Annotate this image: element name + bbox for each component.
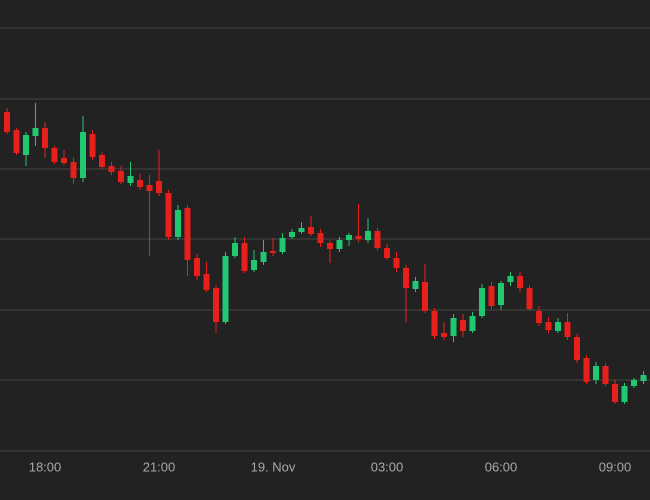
x-tick-label: 06:00 [485, 459, 518, 474]
candle-body [279, 238, 286, 252]
candle-body [393, 258, 400, 268]
candle-body [270, 251, 277, 253]
candle-body [127, 176, 134, 183]
candle-body [479, 288, 486, 316]
candle-body [203, 274, 210, 290]
candle-body [317, 233, 324, 243]
candle-body [498, 283, 505, 305]
candle-body [469, 316, 476, 331]
candle-body [640, 375, 647, 381]
candle-body [536, 311, 543, 323]
candle-body [241, 243, 248, 271]
candle-body [175, 210, 182, 237]
candle-body [564, 322, 571, 337]
x-tick-label: 18:00 [29, 459, 62, 474]
candle-body [70, 162, 77, 178]
candle-body [612, 384, 619, 402]
x-tick-label: 03:00 [371, 459, 404, 474]
candle-body [298, 228, 305, 232]
candle-body [403, 268, 410, 288]
candle-body [327, 243, 334, 249]
candle-body [165, 193, 172, 237]
candle-body [13, 130, 20, 153]
candle-body [137, 180, 144, 187]
candle-body [99, 155, 106, 167]
x-tick-label: 19. Nov [251, 459, 296, 474]
candle-body [488, 286, 495, 306]
candle-body [555, 322, 562, 331]
candle-body [51, 148, 58, 162]
candle-body [545, 322, 552, 330]
candle-body [450, 318, 457, 336]
candle-body [336, 240, 343, 249]
candle-body [365, 231, 372, 240]
candle-body [422, 282, 429, 311]
candle-body [308, 227, 315, 234]
candle-body [631, 380, 638, 386]
candle-body [355, 236, 362, 239]
candle-body [4, 112, 11, 132]
candle-body [156, 181, 163, 193]
candle-body [42, 128, 49, 148]
candle-body [412, 281, 419, 289]
candle-body [507, 276, 514, 282]
candle-body [184, 208, 191, 260]
candle-body [80, 132, 87, 178]
candle-body [194, 258, 201, 276]
candle-body [260, 252, 267, 262]
candle-body [602, 366, 609, 384]
candle-body [146, 185, 153, 191]
candle-body [108, 166, 115, 172]
candle-body [346, 235, 353, 240]
candle-body [118, 171, 125, 182]
candle-body [289, 232, 296, 237]
candle-body [32, 128, 39, 136]
candle-body [517, 276, 524, 288]
candle-body [441, 333, 448, 337]
x-tick-label: 09:00 [599, 459, 632, 474]
candle-body [431, 311, 438, 336]
candle-body [89, 134, 96, 157]
candle-body [251, 260, 258, 270]
candle-body [460, 320, 467, 331]
candle-body [526, 288, 533, 309]
candle-body [621, 386, 628, 402]
candle-body [384, 248, 391, 258]
x-tick-label: 21:00 [143, 459, 176, 474]
candle-body [574, 337, 581, 360]
candle-body [374, 231, 381, 248]
candle-body [583, 358, 590, 382]
candle-body [23, 135, 30, 155]
candle-body [232, 243, 239, 256]
candle-body [213, 288, 220, 322]
candle-body [61, 158, 68, 163]
candle-body [222, 256, 229, 322]
candle-body [593, 366, 600, 380]
